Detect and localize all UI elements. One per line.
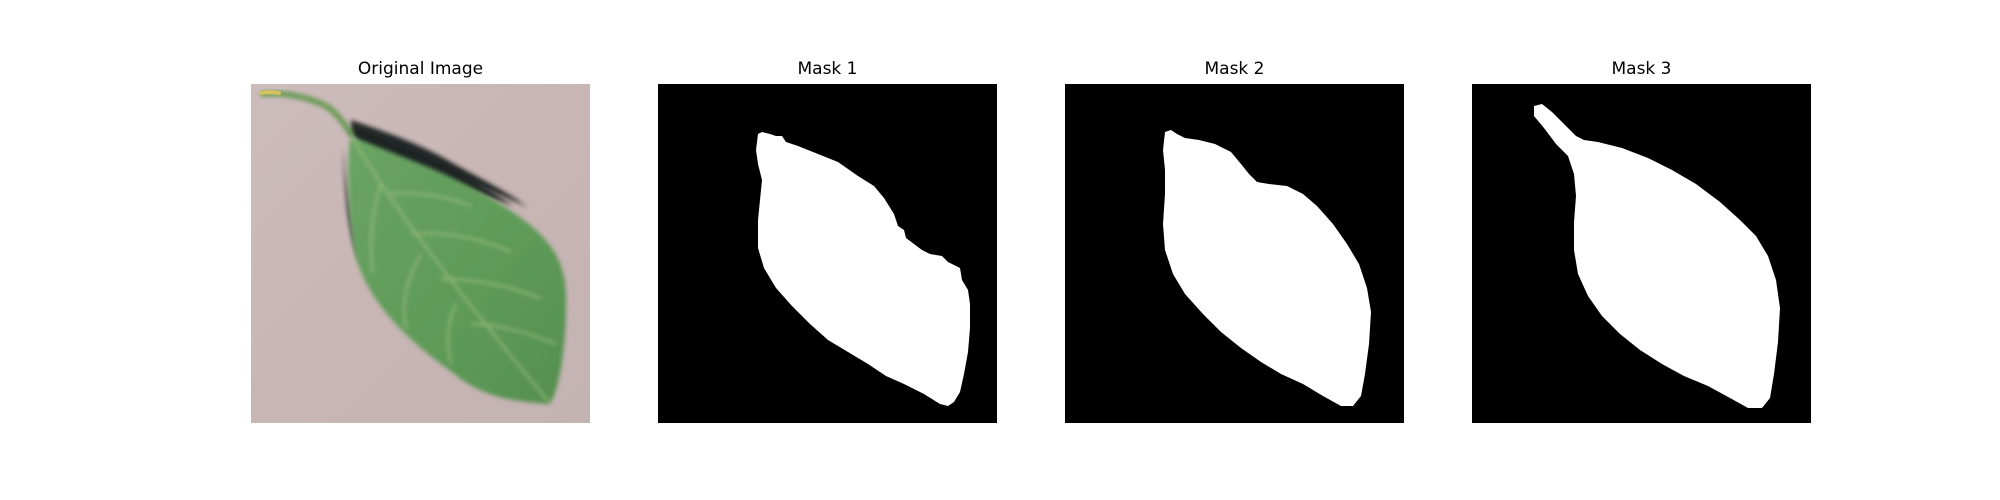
mask-region [1163, 130, 1371, 406]
panel-mask-2: Mask 2 [1065, 57, 1404, 423]
mask-region [1534, 104, 1780, 408]
panel-mask-3: Mask 3 [1472, 57, 1811, 423]
mask-2-image [1065, 84, 1404, 423]
leaf-veins [350, 135, 557, 403]
panel-title: Mask 1 [797, 59, 858, 79]
stem-tip [259, 90, 281, 95]
panel-title: Original Image [357, 59, 484, 79]
leaf-body [348, 136, 567, 404]
mask-3-image [1472, 84, 1811, 423]
original-leaf-photo [251, 84, 590, 423]
mask-1-image [658, 84, 997, 423]
mask-region [756, 132, 970, 406]
panel-title: Mask 2 [1204, 59, 1265, 79]
panel-original-image: Original Image [251, 57, 590, 423]
panel-mask-1: Mask 1 [658, 57, 997, 423]
panel-title: Mask 3 [1611, 59, 1672, 79]
leaf-shadow-top [349, 128, 513, 206]
